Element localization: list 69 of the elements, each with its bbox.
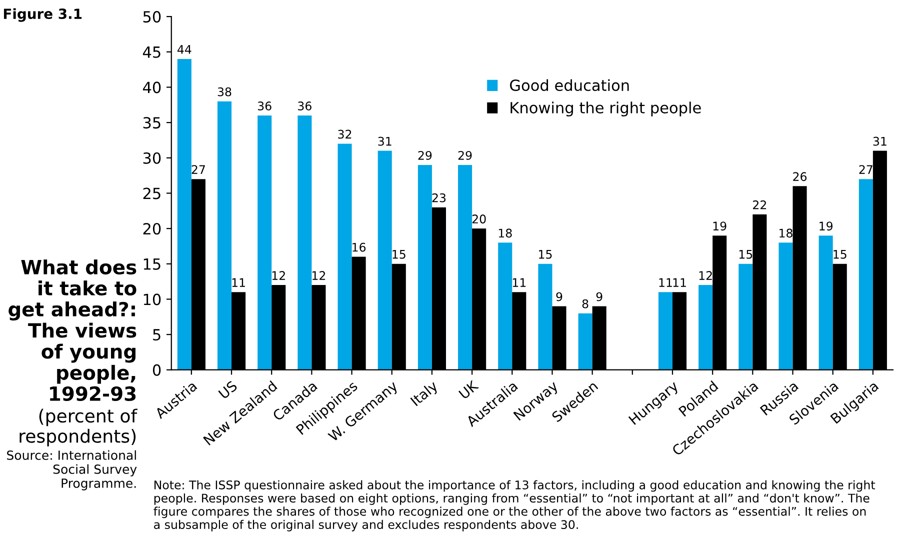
- bar: [858, 179, 873, 370]
- data-label: 15: [538, 250, 552, 259]
- bar: [338, 144, 352, 370]
- caption: Figure 3.1: [4, 8, 82, 22]
- bar: [738, 264, 753, 370]
- data-label: 32: [338, 130, 352, 139]
- legend-label: Good education: [510, 79, 629, 92]
- bar: [658, 292, 672, 370]
- data-label: 11: [673, 278, 686, 287]
- data-label: 11: [232, 278, 245, 287]
- data-label: 9: [596, 292, 602, 302]
- data-label: 23: [432, 193, 446, 202]
- y-tick-label: 40: [142, 82, 161, 94]
- bar: [298, 115, 312, 370]
- y-tick-label: 45: [142, 46, 160, 58]
- data-label: 26: [793, 172, 807, 182]
- legend-label: Knowing the right people: [510, 102, 701, 116]
- text: Note: The ISSP questionnaire asked about the importance of 13 factors, including a good education and knowing the right people. Responses were based on eight options, ranging from “essential” to “not important at all” and “don't know”. The figure compares the shares of those who recognized one or the other of the above two factors as “essential”. It relies on a subsample of the original survey and excludes respondents above 30.: [154, 480, 876, 532]
- bar: [378, 150, 392, 370]
- bar: [498, 242, 512, 370]
- y-tick-label: 0: [152, 364, 161, 376]
- data-label: 29: [418, 150, 432, 160]
- data-label: 44: [177, 45, 192, 54]
- y-tick-label: 50: [143, 11, 161, 23]
- data-label: 15: [392, 250, 406, 259]
- y-tick-label: 25: [143, 188, 160, 200]
- data-label: 18: [498, 228, 512, 238]
- data-label: 12: [699, 271, 712, 280]
- bar: [538, 264, 552, 370]
- data-label: 16: [352, 242, 366, 252]
- y-tick-label: 10: [144, 294, 161, 306]
- bar: [458, 164, 472, 370]
- bar: [217, 101, 232, 370]
- bar: [778, 242, 793, 370]
- data-label: 18: [780, 228, 792, 238]
- text: What does it take to get ahead?: The views of young people, 1992-93: [8, 259, 136, 402]
- data-label: 36: [258, 101, 272, 110]
- data-label: 11: [512, 278, 526, 287]
- bar: [177, 58, 192, 370]
- data-label: 20: [472, 214, 486, 224]
- data-label: 15: [834, 250, 846, 259]
- y-tick-label: 35: [143, 117, 160, 129]
- data-label: 12: [272, 271, 285, 280]
- data-label: 9: [556, 292, 562, 302]
- bar: [818, 236, 833, 370]
- text: (percent of respondents): [20, 408, 138, 446]
- data-label: 38: [218, 87, 232, 96]
- y-tick-label: 30: [143, 152, 161, 164]
- y-tick-label: 15: [144, 258, 160, 270]
- source-note: Source: International Social Survey Programme.: [7, 450, 137, 490]
- data-label: 19: [713, 222, 726, 231]
- data-label: 27: [192, 165, 205, 174]
- data-label: 36: [298, 101, 312, 110]
- y-tick-label: 5: [153, 329, 160, 341]
- bar: [578, 313, 592, 370]
- data-label: 12: [312, 271, 326, 280]
- data-label: 15: [739, 250, 752, 259]
- bar: [698, 285, 713, 370]
- bar: [418, 164, 432, 370]
- bar: [258, 115, 272, 370]
- data-label: 27: [859, 165, 872, 174]
- data-label: 29: [458, 150, 472, 160]
- data-label: 31: [873, 136, 886, 146]
- data-label: 8: [582, 299, 588, 308]
- y-tick-label: 20: [143, 222, 161, 235]
- data-label: 11: [659, 278, 672, 287]
- data-label: 22: [753, 200, 766, 210]
- data-label: 19: [820, 222, 833, 231]
- data-label: 31: [378, 136, 392, 146]
